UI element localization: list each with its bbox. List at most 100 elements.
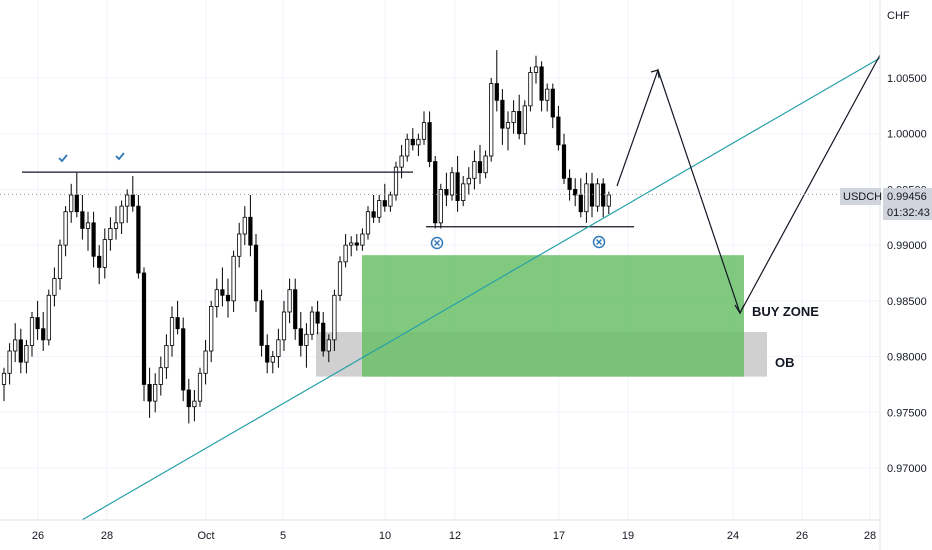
candle bbox=[52, 278, 57, 296]
candle bbox=[46, 294, 51, 341]
candle bbox=[141, 272, 147, 385]
candle bbox=[511, 111, 516, 123]
candle bbox=[18, 339, 23, 363]
buy-zone-label: BUY ZONE bbox=[752, 304, 819, 319]
candle bbox=[410, 138, 415, 146]
candle bbox=[270, 356, 275, 363]
candle bbox=[388, 194, 393, 207]
candle bbox=[186, 389, 191, 408]
candle bbox=[136, 205, 141, 274]
candle bbox=[214, 289, 219, 307]
projection-path[interactable] bbox=[616, 54, 881, 315]
y-tick-label: 0.97500 bbox=[887, 407, 927, 419]
candle bbox=[97, 255, 102, 268]
candle bbox=[147, 384, 152, 402]
candle bbox=[225, 294, 231, 302]
candle bbox=[589, 183, 595, 207]
candle bbox=[584, 183, 589, 213]
candle bbox=[444, 189, 449, 196]
x-tick-label: 24 bbox=[727, 530, 739, 542]
candle bbox=[416, 138, 421, 146]
candle bbox=[500, 99, 505, 129]
candle bbox=[455, 172, 460, 201]
candle bbox=[550, 88, 555, 118]
candle bbox=[365, 211, 371, 235]
x-tick-label: 17 bbox=[553, 530, 565, 542]
zones bbox=[316, 255, 767, 377]
candle bbox=[393, 166, 399, 196]
y-tick-label: 0.98500 bbox=[887, 296, 927, 308]
candle bbox=[326, 339, 331, 352]
price-axis-bg bbox=[880, 0, 932, 550]
x-tick-label: 10 bbox=[379, 530, 391, 542]
x-tick-label: 5 bbox=[280, 530, 286, 542]
candle bbox=[433, 161, 438, 224]
candle bbox=[102, 239, 107, 268]
candle bbox=[74, 194, 79, 213]
candle bbox=[360, 233, 365, 246]
ob-label: OB bbox=[775, 355, 795, 370]
candle bbox=[483, 155, 488, 174]
candle bbox=[533, 66, 539, 73]
candle bbox=[85, 222, 91, 229]
x-mark-icon bbox=[596, 239, 602, 245]
candle bbox=[276, 339, 281, 357]
candle bbox=[461, 183, 466, 201]
y-tick-label: 1.00500 bbox=[887, 73, 927, 85]
candle bbox=[494, 83, 499, 101]
countdown: 01:32:43 bbox=[887, 207, 930, 219]
candle bbox=[130, 194, 135, 207]
candle bbox=[595, 183, 600, 207]
candle bbox=[164, 345, 169, 369]
candle bbox=[69, 194, 74, 213]
candle bbox=[517, 111, 522, 135]
time-axis[interactable]: 26 28 Oct 5 10 12 17 19 24 26 28 bbox=[0, 519, 880, 542]
candle bbox=[477, 161, 483, 174]
candle bbox=[7, 350, 12, 374]
buy-zone[interactable] bbox=[362, 255, 744, 377]
candle bbox=[41, 328, 46, 341]
symbol-badge bbox=[840, 188, 881, 205]
candle bbox=[606, 194, 611, 207]
y-tick-label: 1.00000 bbox=[887, 129, 927, 141]
candle bbox=[573, 189, 578, 196]
candle bbox=[265, 345, 270, 363]
y-tick-label: 0.99000 bbox=[887, 240, 927, 252]
candle bbox=[528, 72, 533, 107]
candle bbox=[209, 306, 214, 352]
candle bbox=[567, 177, 572, 190]
candle bbox=[169, 317, 175, 346]
candles bbox=[1, 50, 611, 424]
drawings[interactable] bbox=[0, 54, 881, 521]
candle bbox=[601, 183, 606, 207]
candle bbox=[539, 66, 544, 101]
candle bbox=[332, 294, 337, 341]
arrow-head-up-icon bbox=[650, 69, 660, 79]
candle bbox=[80, 211, 85, 229]
candle bbox=[399, 155, 404, 168]
candle bbox=[321, 322, 326, 352]
x-tick-label: 26 bbox=[796, 530, 808, 542]
candle bbox=[309, 311, 315, 335]
candle bbox=[371, 211, 376, 218]
price-axis[interactable]: 1.005001.000000.995000.990000.985000.980… bbox=[879, 0, 932, 550]
candle bbox=[192, 400, 197, 408]
checkmark-icon bbox=[115, 152, 125, 161]
candle bbox=[91, 222, 96, 257]
candle bbox=[466, 177, 471, 185]
ascending-trendline[interactable] bbox=[81, 57, 881, 521]
candle bbox=[197, 372, 203, 402]
candle bbox=[522, 105, 527, 135]
candle bbox=[203, 350, 208, 374]
candle bbox=[242, 216, 247, 235]
candle bbox=[287, 289, 292, 313]
candle bbox=[545, 88, 550, 101]
candle bbox=[281, 311, 287, 341]
candle bbox=[377, 200, 382, 218]
candle bbox=[259, 300, 264, 346]
candle bbox=[556, 116, 561, 146]
candle bbox=[153, 384, 158, 402]
checkmark-icon bbox=[58, 154, 68, 163]
candle bbox=[35, 317, 40, 330]
